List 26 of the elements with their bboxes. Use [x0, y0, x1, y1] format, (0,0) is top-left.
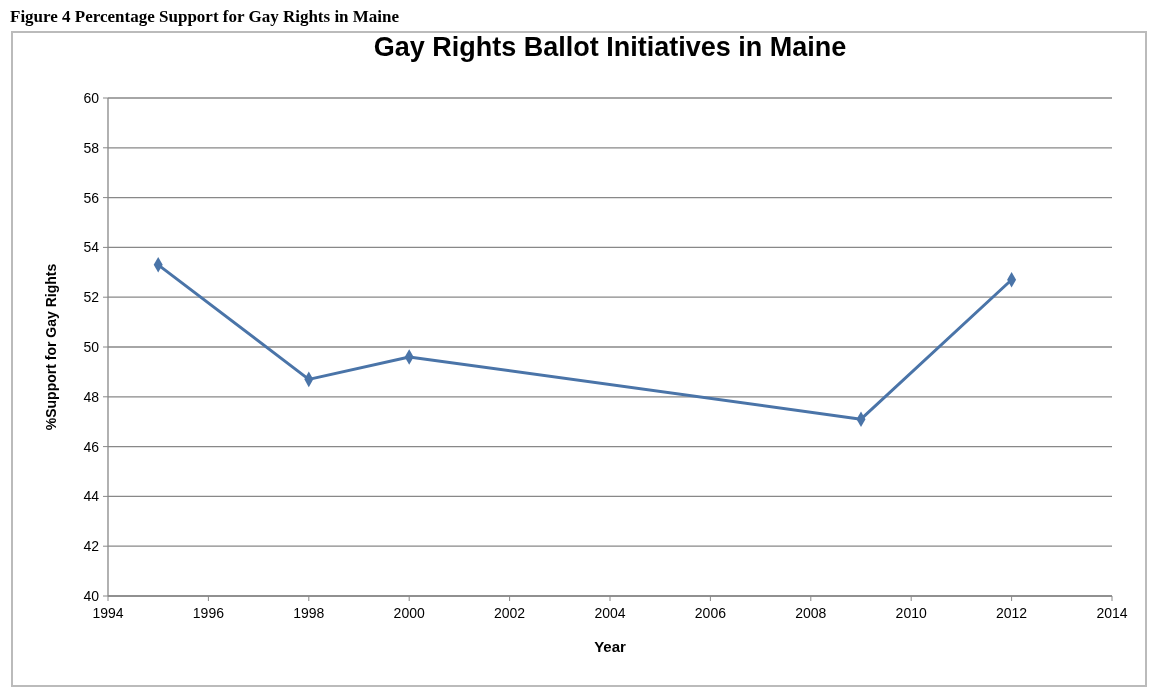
y-axis-title: %Support for Gay Rights: [43, 263, 59, 431]
y-tick-label: 54: [83, 239, 100, 256]
x-tick-label: 2000: [393, 605, 425, 621]
y-tick-label: 40: [83, 587, 100, 604]
y-tick-label: 52: [83, 289, 100, 306]
y-tick-label: 42: [83, 538, 100, 555]
x-tick-label: 1994: [92, 605, 124, 621]
y-tick-label: 46: [83, 438, 100, 455]
y-tick-label: 60: [83, 89, 100, 106]
x-tick-label: 2012: [996, 605, 1028, 621]
x-tick-label: 2014: [1096, 605, 1128, 621]
y-tick-label: 58: [83, 139, 100, 156]
y-tick-label: 50: [83, 338, 100, 355]
caption: Figure 4 Percentage Support for Gay Rights in Maine: [10, 7, 400, 26]
y-tick-label: 44: [83, 488, 100, 505]
x-tick-label: 1998: [293, 605, 325, 621]
x-tick-label: 2010: [895, 605, 927, 621]
x-axis-title: Year: [594, 638, 627, 655]
y-tick-label: 48: [83, 388, 100, 405]
x-tick-label: 2002: [494, 605, 526, 621]
x-tick-label: 2004: [594, 605, 626, 621]
x-tick-label: 1996: [192, 605, 225, 621]
x-tick-label: 2006: [694, 605, 727, 621]
y-tick-label: 56: [83, 189, 100, 206]
chart-title: Gay Rights Ballot Initiatives in Maine: [373, 32, 847, 62]
x-tick-label: 2008: [795, 605, 827, 621]
